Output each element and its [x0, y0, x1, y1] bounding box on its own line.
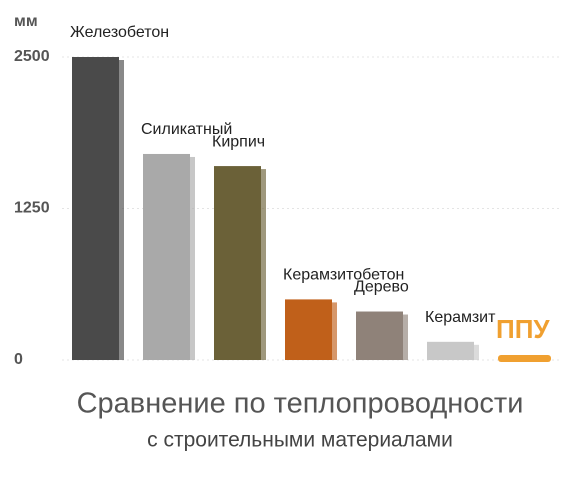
bar-label: Керамзит [425, 309, 496, 326]
bar [427, 341, 474, 360]
bar-label: Кирпич [212, 133, 265, 150]
bar-label: Силикатный [141, 121, 232, 138]
chart-subtitle: с строительными материалами [147, 429, 453, 452]
bar-side [403, 314, 408, 360]
bar-side [261, 169, 266, 360]
bar [356, 311, 403, 360]
bar-label: Железобетон [70, 24, 169, 41]
y-tick-label: 1250 [14, 200, 50, 217]
y-tick-label: 0 [14, 351, 23, 368]
bar-side [474, 344, 479, 360]
bar-label: Дерево [354, 279, 409, 296]
chart-title: Сравнение по теплопроводности [77, 388, 524, 420]
bar [72, 57, 119, 360]
bar [285, 299, 332, 360]
bar-side [332, 302, 337, 360]
bar-label: Керамзитобетон [283, 267, 404, 284]
bar [498, 354, 551, 362]
bar-side [119, 60, 124, 360]
y-tick-label: 2500 [14, 48, 50, 65]
bar [143, 153, 190, 360]
bar-side [190, 156, 195, 360]
bar [214, 166, 261, 360]
bar-label: ППУ [496, 314, 550, 344]
y-axis-unit: мм [14, 13, 38, 30]
